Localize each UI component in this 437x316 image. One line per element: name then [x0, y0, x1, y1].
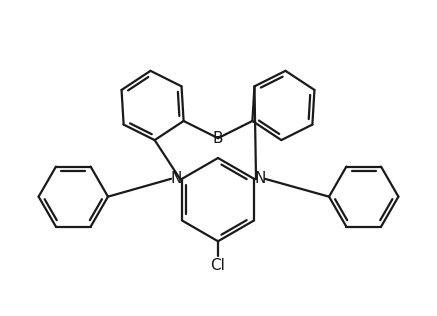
Text: Cl: Cl [211, 258, 225, 273]
Text: N: N [170, 171, 182, 186]
Text: B: B [213, 131, 223, 146]
Text: N: N [254, 171, 266, 186]
